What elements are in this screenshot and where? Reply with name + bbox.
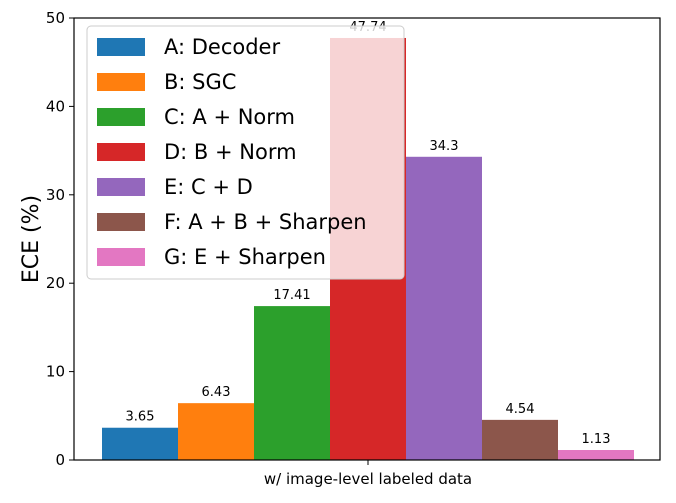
legend-swatch [97,108,145,126]
bar-value-label: 17.41 [273,288,310,303]
y-tick-label: 40 [46,97,65,115]
bar-f [482,419,558,460]
y-tick-label: 30 [46,186,65,204]
legend-entry-label: F: A + B + Sharpen [164,210,367,234]
y-tick-label: 10 [46,363,65,381]
legend-swatch [97,248,145,266]
bar-b [178,403,254,460]
x-axis-category-label: w/ image-level labeled data [264,470,472,488]
bar-g [558,450,634,460]
legend-entry-label: D: B + Norm [164,140,297,164]
legend-swatch [97,73,145,91]
bar-a [102,427,178,460]
legend-entry-label: A: Decoder [164,35,280,59]
y-tick-label: 0 [55,451,65,469]
bar-value-label: 34.3 [430,139,459,154]
legend-entry-label: E: C + D [164,175,253,199]
legend-box [86,25,405,280]
bar-value-label: 6.43 [202,385,231,400]
y-tick-label: 20 [46,274,65,292]
bar-value-label: 1.13 [582,432,611,447]
legend-swatch [97,143,145,161]
legend-swatch [97,213,145,231]
bar-value-label: 3.65 [126,410,155,425]
axes-frame [73,17,661,461]
y-axis-label: ECE (%) [19,195,44,283]
legend-entry-label: G: E + Sharpen [164,245,326,269]
legend-swatch [97,38,145,56]
bar-e [406,156,482,460]
legend-entry-label: B: SGC [164,70,236,94]
bar-value-label: 4.54 [506,402,535,417]
legend-entry-label: C: A + Norm [164,105,295,129]
bar-c [254,306,330,460]
legend-swatch [97,178,145,196]
y-tick-label: 50 [46,9,65,27]
